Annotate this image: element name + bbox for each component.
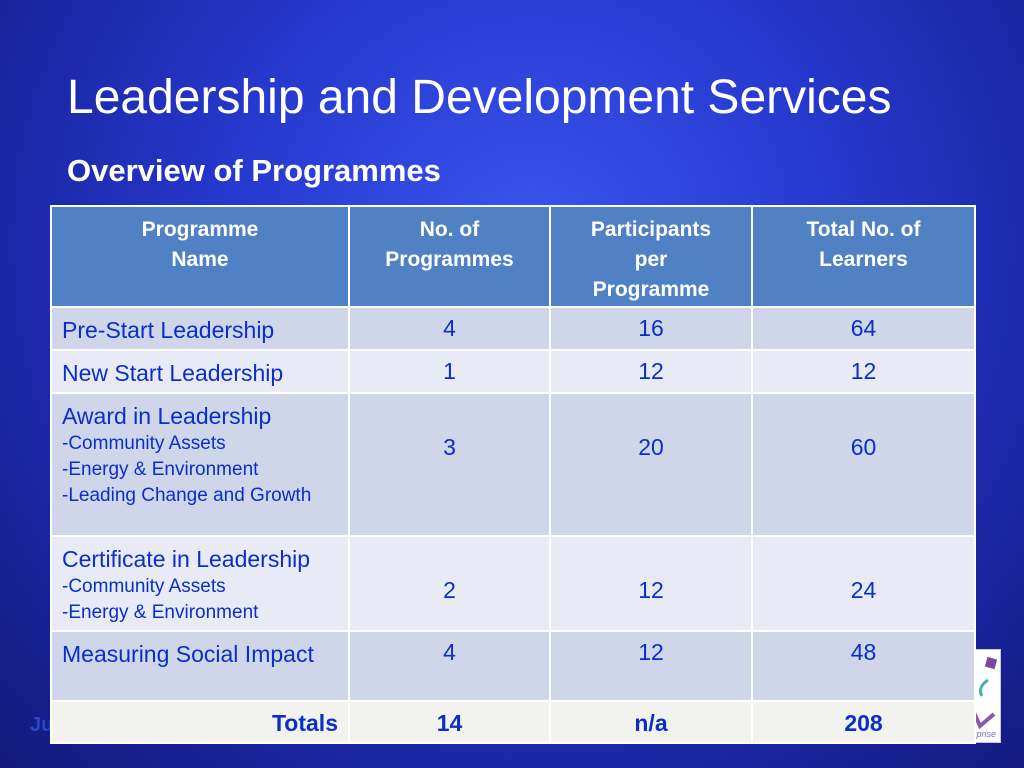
programme-subitem: -Community Assets: [62, 576, 226, 597]
programmes-cell: 1: [348, 349, 551, 394]
programme-name-cell: Pre-Start Leadership: [50, 306, 350, 351]
learners-cell: 48: [751, 630, 976, 702]
programmes-table: Programme Name No. of Programmes Participa…: [50, 205, 976, 744]
totals-label: Totals: [50, 700, 350, 744]
table-header-row: Programme Name No. of Programmes Participa…: [50, 205, 976, 308]
totals-row: Totals 14 n/a 208: [50, 700, 976, 744]
learners-cell: 24: [751, 535, 976, 632]
totals-programmes: 14: [348, 700, 551, 744]
participants-cell: 16: [549, 306, 753, 351]
programmes-cell: 2: [348, 535, 551, 632]
programme-name: Pre-Start Leadership: [62, 317, 275, 343]
slide-title: Leadership and Development Services: [67, 71, 892, 124]
programme-name: Measuring Social Impact: [62, 641, 314, 667]
programme-name-cell: Award in Leadership -Community Assets -Ene…: [50, 392, 350, 537]
logo-text: Enterprise: [954, 729, 996, 739]
programme-subitem: -Community Assets: [62, 433, 226, 454]
table-row: Measuring Social Impact 4 12 48: [50, 630, 976, 702]
programme-name-cell: New Start Leadership: [50, 349, 350, 394]
header-total-learners: Total No. of Learners: [751, 205, 976, 308]
programme-name: Certificate in Leadership: [62, 546, 311, 572]
programme-name: New Start Leadership: [62, 360, 284, 386]
learners-cell: 60: [751, 392, 976, 537]
table-row: New Start Leadership 1 12 12: [50, 349, 976, 394]
learners-cell: 64: [751, 306, 976, 351]
header-no-of-programmes: No. of Programmes: [348, 205, 551, 308]
header-participants-per-programme: Participants per Programme: [549, 205, 753, 308]
programme-name: Award in Leadership: [62, 403, 272, 429]
programme-subitem: -Energy & Environment: [62, 602, 259, 623]
participants-cell: 12: [549, 535, 753, 632]
programmes-cell: 4: [348, 630, 551, 702]
table-row: Pre-Start Leadership 4 16 64: [50, 306, 976, 351]
table-row: Award in Leadership -Community Assets -Ene…: [50, 392, 976, 537]
footer-text: Ju: [30, 714, 54, 736]
programmes-cell: 4: [348, 306, 551, 351]
participants-cell: 20: [549, 392, 753, 537]
programme-name-cell: Measuring Social Impact: [50, 630, 350, 702]
programme-name-cell: Certificate in Leadership -Community Asse…: [50, 535, 350, 632]
table-row: Certificate in Leadership -Community Asse…: [50, 535, 976, 632]
totals-participants: n/a: [549, 700, 753, 744]
totals-learners: 208: [751, 700, 976, 744]
header-programme-name: Programme Name: [50, 205, 350, 308]
participants-cell: 12: [549, 349, 753, 394]
programme-subitem: -Energy & Environment: [62, 459, 259, 480]
slide-subtitle: Overview of Programmes: [67, 153, 441, 188]
programmes-cell: 3: [348, 392, 551, 537]
programme-subitem: -Leading Change and Growth: [62, 485, 312, 506]
learners-cell: 12: [751, 349, 976, 394]
participants-cell: 12: [549, 630, 753, 702]
